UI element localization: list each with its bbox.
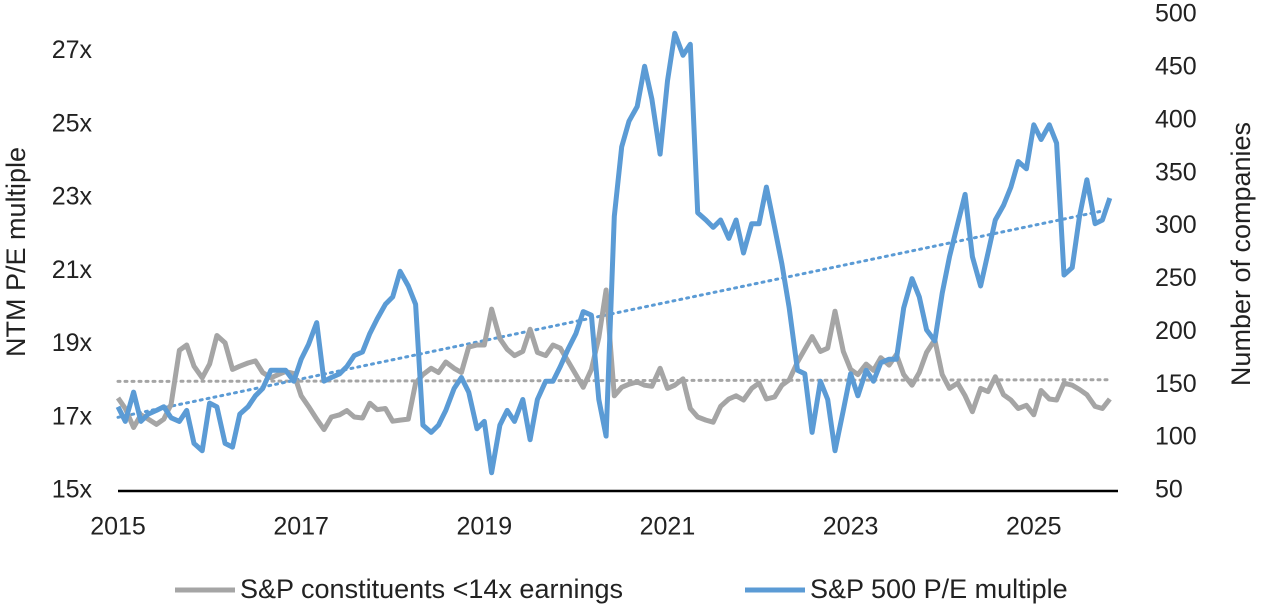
x-tick-label: 2023 xyxy=(823,513,879,541)
y2-axis-title: Number of companies xyxy=(1226,122,1256,386)
y-tick-label: 15x xyxy=(52,476,93,504)
y2-tick-label: 300 xyxy=(1155,211,1197,239)
y-tick-label: 19x xyxy=(52,329,93,357)
trend-line xyxy=(116,207,1112,419)
legend-label: S&P 500 P/E multiple xyxy=(810,574,1068,604)
x-tick-label: 2017 xyxy=(273,513,329,541)
y-tick-label: 23x xyxy=(52,183,93,211)
y2-tick-label: 450 xyxy=(1155,52,1197,80)
y2-tick-label: 500 xyxy=(1155,0,1197,28)
series-line xyxy=(115,287,1112,433)
y2-tick-label: 250 xyxy=(1155,264,1197,292)
x-tick-label: 2025 xyxy=(1006,513,1062,541)
y2-tick-label: 350 xyxy=(1155,158,1197,186)
x-tick-label: 2019 xyxy=(456,513,512,541)
y-tick-label: 25x xyxy=(52,109,93,137)
x-tick-label: 2015 xyxy=(90,513,146,541)
y2-tick-label: 50 xyxy=(1155,476,1183,504)
y-tick-label: 17x xyxy=(52,402,93,430)
y2-tick-label: 100 xyxy=(1155,423,1197,451)
x-tick-label: 2021 xyxy=(640,513,696,541)
y2-tick-label: 150 xyxy=(1155,370,1197,398)
y2-tick-label: 400 xyxy=(1155,105,1197,133)
y-axis-title: NTM P/E multiple xyxy=(1,147,31,357)
series-line xyxy=(115,30,1113,476)
y-tick-label: 27x xyxy=(52,36,93,64)
legend-label: S&P constituents <14x earnings xyxy=(240,574,623,604)
y2-tick-label: 200 xyxy=(1155,317,1197,345)
y-tick-label: 21x xyxy=(52,256,93,284)
